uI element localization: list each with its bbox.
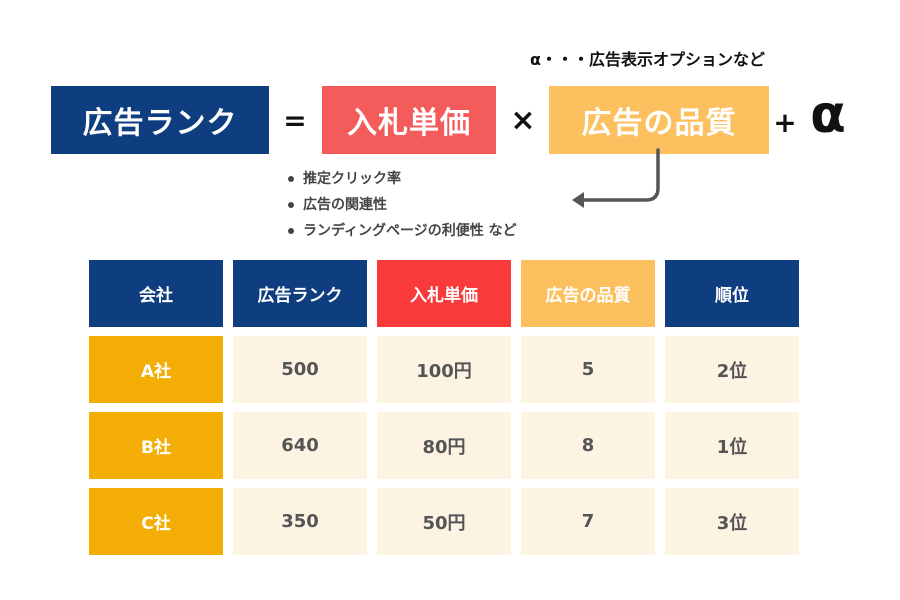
plus-sign: + [773,105,797,139]
cell-ad-quality: 7 [521,488,655,555]
quality-factor-item: 推定クリック率 [285,166,605,192]
cell-max-cpc: 80円 [377,412,511,479]
quality-factor-label: 広告の関連性 [303,197,387,213]
quality-factor-label: ランディングページの利便性 など [303,223,517,239]
row-company: A社 [89,336,223,403]
cell-ad-rank: 500 [233,336,367,403]
cell-ad-quality: 5 [521,336,655,403]
cell-ad-rank: 350 [233,488,367,555]
header-company: 会社 [89,260,223,327]
cell-ad-rank: 640 [233,412,367,479]
bullet-icon [288,202,294,208]
quality-factor-item: ランディングページの利便性 など [285,218,605,244]
row-company: C社 [89,488,223,555]
quality-factor-item: 広告の関連性 [285,192,605,218]
quality-factors-list: 推定クリック率 広告の関連性 ランディングページの利便性 など [285,166,605,244]
cell-rank-order: 2位 [665,336,799,403]
bullet-icon [288,228,294,234]
formula-ad-quality: 広告の品質 [549,86,769,154]
ad-rank-table: 会社 広告ランク 入札単価 広告の品質 順位 A社 500 100円 5 2位 … [89,260,801,555]
formula-max-cpc: 入札単価 [322,86,496,154]
header-max-cpc: 入札単価 [377,260,511,327]
row-company: B社 [89,412,223,479]
formula-ad-rank: 広告ランク [51,86,269,154]
cell-rank-order: 3位 [665,488,799,555]
times-sign: × [510,102,536,138]
cell-max-cpc: 100円 [377,336,511,403]
cell-max-cpc: 50円 [377,488,511,555]
curved-arrow-left-icon [572,148,660,208]
header-rank-order: 順位 [665,260,799,327]
equals-sign: = [283,103,307,137]
bullet-icon [288,176,294,182]
quality-factor-label: 推定クリック率 [303,171,401,187]
cell-ad-quality: 8 [521,412,655,479]
header-ad-rank: 広告ランク [233,260,367,327]
alpha-symbol: α [810,85,846,145]
cell-rank-order: 1位 [665,412,799,479]
alpha-note: α・・・広告表示オプションなど [530,50,765,69]
header-ad-quality: 広告の品質 [521,260,655,327]
